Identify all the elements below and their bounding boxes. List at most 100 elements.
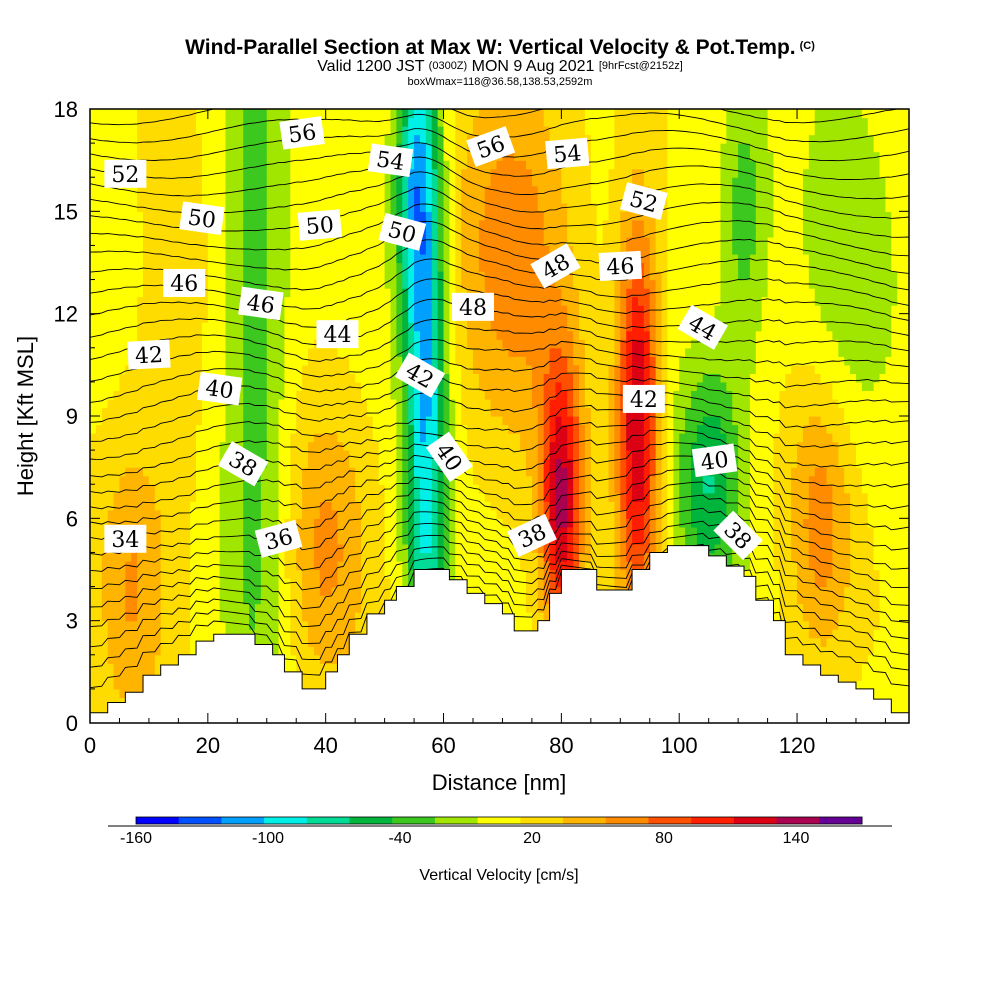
velocity-cell xyxy=(266,637,274,647)
velocity-cell xyxy=(284,347,291,357)
velocity-cell xyxy=(296,245,303,255)
velocity-cell xyxy=(137,322,144,332)
velocity-cell xyxy=(343,151,350,161)
velocity-cell xyxy=(172,296,179,306)
velocity-cell xyxy=(237,603,244,613)
velocity-cell xyxy=(478,202,486,212)
velocity-cell xyxy=(160,416,168,426)
velocity-cell xyxy=(349,595,356,605)
velocity-cell xyxy=(419,109,427,119)
velocity-cell xyxy=(260,433,268,443)
velocity-cell xyxy=(184,424,191,434)
velocity-cell xyxy=(266,467,274,477)
velocity-cell xyxy=(125,228,132,238)
velocity-cell xyxy=(172,126,179,136)
velocity-cell xyxy=(249,168,256,178)
velocity-cell xyxy=(319,398,327,409)
velocity-cell xyxy=(90,262,97,272)
velocity-cell xyxy=(278,612,286,622)
velocity-cell xyxy=(361,569,368,579)
velocity-cell xyxy=(213,279,221,289)
velocity-cell xyxy=(319,484,327,494)
velocity-cell xyxy=(313,373,321,383)
velocity-cell xyxy=(431,219,439,229)
velocity-cell xyxy=(290,646,297,656)
velocity-cell xyxy=(249,578,256,588)
velocity-cell xyxy=(113,501,121,511)
velocity-cell xyxy=(296,373,303,383)
velocity-cell xyxy=(95,697,103,707)
velocity-cell xyxy=(355,177,362,187)
velocity-cell xyxy=(119,347,126,357)
velocity-cell xyxy=(331,151,339,161)
velocity-cell xyxy=(184,347,191,357)
velocity-cell xyxy=(378,211,386,221)
velocity-cell xyxy=(431,433,439,443)
velocity-cell xyxy=(178,543,185,554)
velocity-cell xyxy=(90,407,97,417)
velocity-cell xyxy=(143,458,150,468)
velocity-cell xyxy=(337,424,344,434)
velocity-cell xyxy=(437,288,445,298)
velocity-cell xyxy=(249,117,256,127)
velocity-cell xyxy=(313,671,321,681)
velocity-cell xyxy=(137,313,144,323)
velocity-cell xyxy=(131,620,138,630)
velocity-cell xyxy=(272,211,280,221)
velocity-cell xyxy=(184,313,191,323)
velocity-cell xyxy=(302,305,309,315)
velocity-cell xyxy=(478,552,486,562)
velocity-cell xyxy=(178,109,185,119)
velocity-cell xyxy=(272,458,280,468)
velocity-cell xyxy=(249,526,256,536)
velocity-cell xyxy=(455,492,462,502)
velocity-cell xyxy=(402,313,409,323)
velocity-cell xyxy=(190,373,197,383)
velocity-cell xyxy=(343,595,350,605)
velocity-cell xyxy=(437,168,445,178)
velocity-cell xyxy=(308,595,315,605)
velocity-cell xyxy=(384,424,392,434)
velocity-cell xyxy=(207,629,215,639)
velocity-cell xyxy=(266,501,274,511)
velocity-cell xyxy=(131,279,138,289)
velocity-cell xyxy=(343,143,350,153)
velocity-cell xyxy=(254,441,262,451)
velocity-cell xyxy=(272,339,280,349)
velocity-cell xyxy=(254,603,262,613)
velocity-cell xyxy=(384,253,392,264)
velocity-cell xyxy=(331,441,339,451)
velocity-cell xyxy=(425,296,433,306)
velocity-cell xyxy=(355,236,362,247)
velocity-cell xyxy=(419,441,427,451)
velocity-cell xyxy=(331,535,339,545)
velocity-cell xyxy=(408,578,415,588)
velocity-cell xyxy=(131,398,138,409)
velocity-cell xyxy=(166,629,174,639)
velocity-cell xyxy=(337,356,344,366)
velocity-cell xyxy=(272,373,280,383)
velocity-cell xyxy=(95,407,103,417)
velocity-cell xyxy=(302,646,309,656)
velocity-cell xyxy=(425,211,433,221)
velocity-cell xyxy=(372,109,380,119)
velocity-cell xyxy=(154,253,162,264)
velocity-cell xyxy=(384,330,392,340)
velocity-cell xyxy=(178,356,185,366)
velocity-cell xyxy=(319,168,327,178)
velocity-cell xyxy=(154,305,162,315)
velocity-cell xyxy=(101,347,109,357)
velocity-cell xyxy=(302,296,309,306)
velocity-cell xyxy=(225,219,233,229)
velocity-cell xyxy=(425,219,433,229)
velocity-cell xyxy=(119,390,126,400)
velocity-cell xyxy=(478,416,486,426)
velocity-cell xyxy=(190,322,197,332)
velocity-cell xyxy=(296,160,303,170)
velocity-cell xyxy=(396,339,403,349)
velocity-cell xyxy=(455,330,462,340)
velocity-cell xyxy=(125,458,132,468)
velocity-cell xyxy=(361,177,368,187)
velocity-cell xyxy=(284,305,291,315)
velocity-cell xyxy=(372,330,380,340)
